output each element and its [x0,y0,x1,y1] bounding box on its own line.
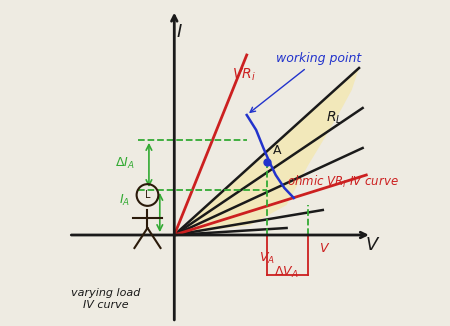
Polygon shape [174,68,359,235]
Text: A: A [273,144,281,157]
Text: varying load
IV curve: varying load IV curve [71,288,140,310]
Text: V: V [366,236,378,254]
Text: L: L [145,190,150,200]
Text: $\Delta V_A$: $\Delta V_A$ [274,264,299,280]
Text: V: V [319,242,327,255]
Text: $I_A$: $I_A$ [120,192,130,208]
Text: $R_L$: $R_L$ [326,110,343,126]
Text: I: I [177,23,182,41]
Text: $V_A$: $V_A$ [259,250,275,266]
Text: ohmic VR$_i$ IV curve: ohmic VR$_i$ IV curve [287,174,398,190]
Text: VR$_i$: VR$_i$ [232,67,256,83]
Text: $\Delta I_A$: $\Delta I_A$ [115,156,135,170]
Text: working point: working point [250,52,361,112]
